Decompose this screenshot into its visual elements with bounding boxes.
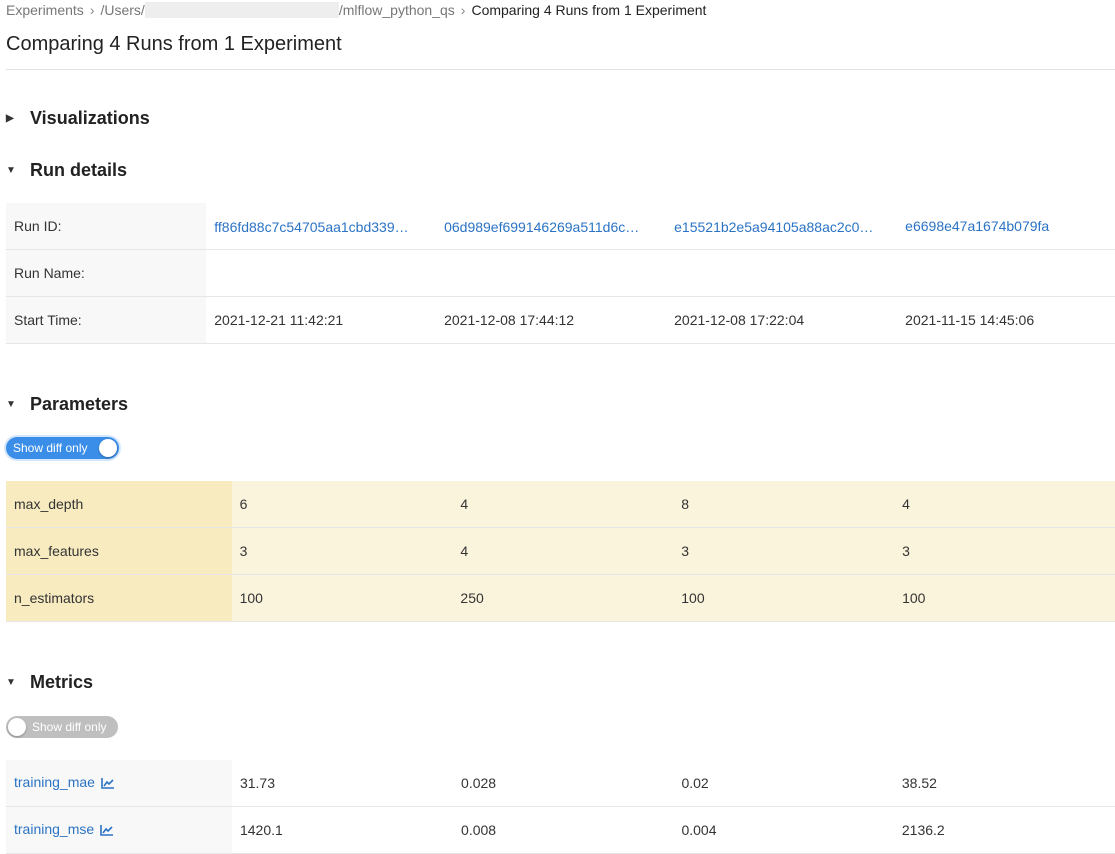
run-id-link[interactable]: ff86fd88c7c54705aa1cbd339… bbox=[214, 218, 409, 235]
cell-value: 0.008 bbox=[453, 806, 674, 854]
metrics-show-diff-toggle[interactable]: Show diff only bbox=[6, 716, 118, 738]
run-id-link[interactable]: e15521b2e5a94105a88ac2c0… bbox=[674, 218, 874, 235]
cell-value: 0.028 bbox=[453, 760, 674, 807]
cell-value: 06d989ef699146269a511d6c… bbox=[436, 203, 667, 250]
breadcrumb-experiments[interactable]: Experiments bbox=[6, 2, 84, 18]
cell-value: e15521b2e5a94105a88ac2c0… bbox=[666, 203, 898, 250]
toggle-label: Show diff only bbox=[13, 441, 88, 455]
cell-value: 3 bbox=[673, 527, 895, 575]
toggle-knob bbox=[99, 439, 117, 457]
row-label: training_mse bbox=[6, 806, 232, 854]
parameters-table: max_depth 6 4 8 4 max_features 3 4 3 3 n_estimator… bbox=[6, 481, 1115, 622]
cell-value: 100 bbox=[231, 574, 453, 622]
cell-value: e6698e47a1674b079fa bbox=[897, 203, 1115, 250]
table-row: training_mse 1420.1 0.008 0.004 2136.2 bbox=[6, 806, 1115, 854]
cell-value: 2136.2 bbox=[893, 806, 1115, 854]
cell-value: 8 bbox=[673, 481, 895, 528]
metrics-table: training_mae 31.73 0.028 0.02 38.52 training_… bbox=[6, 760, 1115, 854]
cell-value: 31.73 bbox=[231, 760, 454, 807]
cell-value: 0.004 bbox=[673, 806, 894, 854]
cell-value: 6 bbox=[231, 481, 453, 528]
cell-value: 250 bbox=[452, 574, 674, 622]
section-title: Metrics bbox=[30, 672, 94, 692]
caret-right-icon: ▶ bbox=[6, 113, 14, 124]
cell-value: 2021-12-08 17:44:12 bbox=[436, 296, 667, 344]
caret-down-icon: ▼ bbox=[6, 165, 16, 176]
row-label: n_estimators bbox=[6, 574, 232, 622]
section-visualizations[interactable]: ▶ Visualizations bbox=[6, 108, 150, 129]
cell-value: 2021-12-08 17:22:04 bbox=[666, 296, 898, 344]
table-row: n_estimators 100 250 100 100 bbox=[6, 574, 1115, 622]
table-row: max_features 3 4 3 3 bbox=[6, 527, 1115, 575]
table-row: Run ID: ff86fd88c7c54705aa1cbd339… 06d989e… bbox=[6, 203, 1115, 250]
caret-down-icon: ▼ bbox=[6, 677, 16, 688]
cell-value: 4 bbox=[452, 527, 674, 575]
caret-down-icon: ▼ bbox=[6, 399, 16, 410]
section-title: Visualizations bbox=[30, 108, 150, 128]
toggle-knob bbox=[8, 718, 26, 736]
section-metrics[interactable]: ▼ Metrics bbox=[6, 672, 93, 693]
metric-link[interactable]: training_mse bbox=[14, 821, 95, 838]
cell-value bbox=[206, 249, 437, 297]
table-row: training_mae 31.73 0.028 0.02 38.52 bbox=[6, 760, 1115, 807]
cell-value: 2021-11-15 14:45:06 bbox=[897, 296, 1115, 344]
cell-value bbox=[897, 249, 1115, 297]
cell-value bbox=[436, 249, 667, 297]
cell-value: 3 bbox=[231, 527, 453, 575]
chevron-right-icon: › bbox=[460, 2, 466, 18]
run-details-table: Run ID: ff86fd88c7c54705aa1cbd339… 06d989e… bbox=[6, 203, 1115, 344]
row-label: max_features bbox=[6, 527, 232, 575]
breadcrumb-user-path[interactable]: /Users/ bbox=[100, 2, 145, 18]
page-title: Comparing 4 Runs from 1 Experiment bbox=[6, 33, 342, 55]
breadcrumb: Experiments › /Users/ /mlflow_python_qs … bbox=[6, 2, 706, 18]
row-label: Run Name: bbox=[6, 249, 207, 297]
section-parameters[interactable]: ▼ Parameters bbox=[6, 394, 128, 415]
breadcrumb-current: Comparing 4 Runs from 1 Experiment bbox=[471, 2, 707, 18]
params-show-diff-toggle[interactable]: Show diff only bbox=[6, 437, 119, 459]
cell-value: 38.52 bbox=[893, 760, 1115, 807]
cell-value: 1420.1 bbox=[231, 806, 454, 854]
section-title: Run details bbox=[30, 160, 128, 180]
cell-value: 4 bbox=[452, 481, 674, 528]
table-row: Start Time: 2021-12-21 11:42:21 2021-12-08… bbox=[6, 296, 1115, 344]
row-label: Start Time: bbox=[6, 296, 207, 344]
divider bbox=[6, 69, 1115, 70]
section-run-details[interactable]: ▼ Run details bbox=[6, 160, 127, 181]
line-chart-icon[interactable] bbox=[100, 823, 114, 839]
run-id-link[interactable]: 06d989ef699146269a511d6c… bbox=[444, 218, 640, 235]
line-chart-icon[interactable] bbox=[101, 776, 115, 792]
run-id-link[interactable]: e6698e47a1674b079fa bbox=[905, 218, 1050, 234]
table-row: max_depth 6 4 8 4 bbox=[6, 481, 1115, 528]
chevron-right-icon: › bbox=[89, 2, 95, 18]
row-label: max_depth bbox=[6, 481, 232, 528]
row-label: training_mae bbox=[6, 760, 232, 807]
cell-value: 0.02 bbox=[673, 760, 894, 807]
cell-value: 2021-12-21 11:42:21 bbox=[206, 296, 437, 344]
cell-value: 4 bbox=[894, 481, 1115, 528]
table-row: Run Name: bbox=[6, 249, 1115, 297]
cell-value bbox=[666, 249, 898, 297]
row-label: Run ID: bbox=[6, 203, 207, 250]
cell-value: 3 bbox=[894, 527, 1115, 575]
breadcrumb-experiment[interactable]: /mlflow_python_qs bbox=[338, 2, 455, 18]
redacted-text bbox=[144, 2, 339, 18]
section-title: Parameters bbox=[30, 394, 129, 414]
cell-value: 100 bbox=[673, 574, 895, 622]
toggle-label: Show diff only bbox=[32, 720, 107, 734]
metric-link[interactable]: training_mae bbox=[14, 774, 95, 791]
cell-value: ff86fd88c7c54705aa1cbd339… bbox=[206, 203, 437, 250]
cell-value: 100 bbox=[894, 574, 1115, 622]
